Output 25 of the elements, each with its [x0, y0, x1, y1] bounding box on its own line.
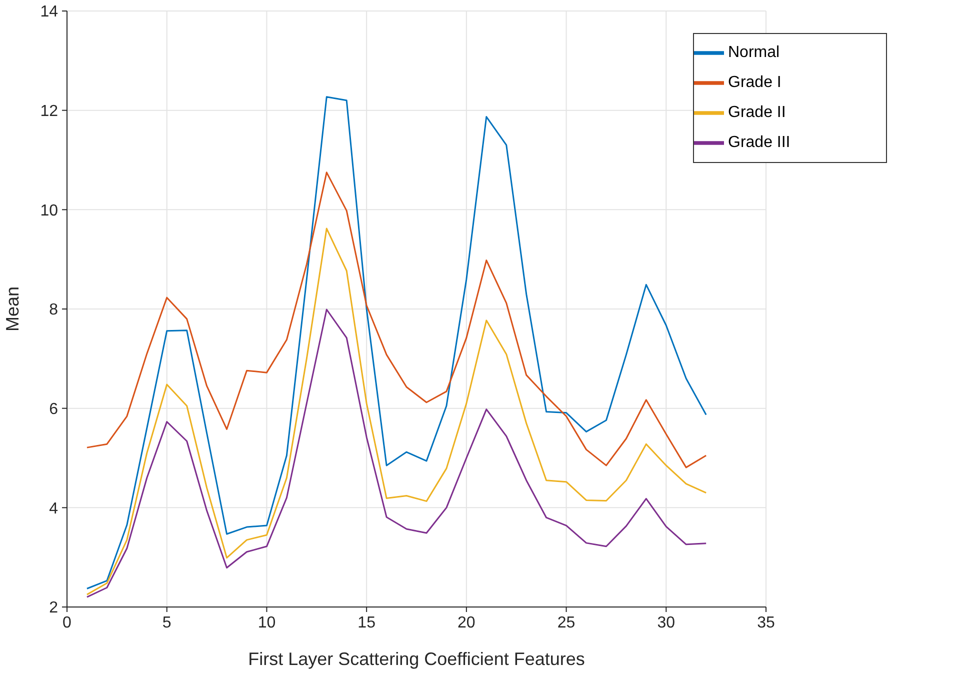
y-tick-label: 10 [40, 202, 58, 220]
line-series [86, 228, 707, 596]
line-series [86, 172, 707, 468]
y-tick-label: 12 [40, 103, 58, 120]
legend-label: Grade I [728, 74, 782, 92]
y-axis-title: Mean [2, 286, 22, 332]
legend-label: Normal [728, 44, 780, 62]
x-tick-label: 25 [557, 614, 576, 632]
x-tick-label: 15 [358, 614, 376, 632]
x-tick-label: 5 [162, 614, 172, 632]
y-tick-label: 14 [40, 4, 58, 21]
line-series [86, 96, 707, 590]
y-tick-label: 8 [49, 302, 58, 319]
y-tick-label: 2 [49, 600, 58, 617]
x-axis-title: First Layer Scattering Coefficient Features [248, 649, 585, 669]
x-tick-label: 10 [258, 614, 276, 632]
legend-label: Grade III [728, 134, 790, 152]
x-tick-label: 0 [62, 614, 72, 632]
legend-label: Grade II [728, 104, 786, 122]
x-tick-label: 20 [458, 614, 476, 632]
y-tick-label: 4 [49, 500, 58, 518]
x-tick-label: 35 [757, 614, 775, 632]
x-tick-label: 30 [657, 614, 676, 632]
line-series [86, 308, 707, 598]
y-tick-label: 6 [49, 401, 58, 418]
